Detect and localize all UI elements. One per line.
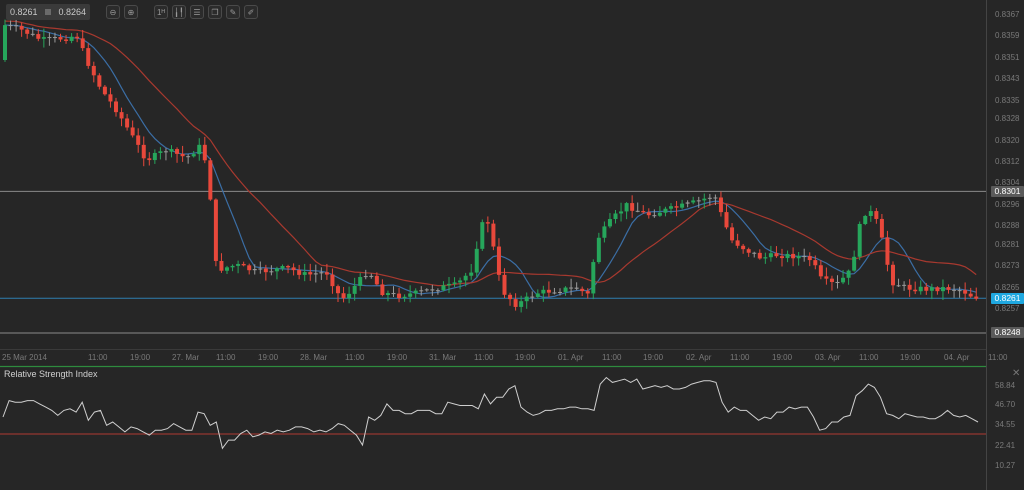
time-tick-label: 19:00 bbox=[643, 353, 664, 362]
chart-toolbar: 0.8261 0.8264 ⊖ ⊕ 1ᴴ ╽╿ ☰ ❐ ✎ ✐ bbox=[6, 4, 258, 20]
indicators-icon: ☰ bbox=[193, 7, 201, 17]
current-price-tag: 0.8261 bbox=[991, 293, 1024, 304]
time-tick-label: 01. Apr bbox=[558, 353, 584, 362]
time-tick-label: 19:00 bbox=[515, 353, 536, 362]
time-tick-label: 11:00 bbox=[602, 353, 622, 362]
draw-button[interactable]: ✐ bbox=[244, 5, 258, 19]
draw-icon: ✐ bbox=[247, 7, 255, 17]
price-tick-label: 0.8281 bbox=[995, 239, 1020, 249]
horizontal-lines[interactable] bbox=[0, 190, 986, 334]
edit-icon: ✎ bbox=[229, 7, 237, 17]
edit-button[interactable]: ✎ bbox=[226, 5, 240, 19]
rsi-tick-label: 22.41 bbox=[995, 441, 1016, 450]
indicators-button[interactable]: ☰ bbox=[190, 5, 204, 19]
ask-price: 0.8264 bbox=[58, 7, 86, 17]
moving-averages bbox=[4, 20, 977, 299]
time-tick-label: 11:00 bbox=[345, 353, 365, 362]
price-tick-label: 0.8343 bbox=[995, 74, 1020, 84]
time-tick-label: 19:00 bbox=[130, 353, 151, 362]
bid-price: 0.8261 bbox=[10, 7, 38, 17]
rsi-close-icon[interactable]: ✕ bbox=[1012, 368, 1021, 379]
frame bbox=[0, 0, 987, 490]
time-tick-label: 31. Mar bbox=[429, 353, 457, 362]
price-tick-label: 0.8351 bbox=[995, 52, 1020, 62]
time-tick-label: 04. Apr bbox=[944, 353, 970, 362]
price-tick-label: 0.8273 bbox=[995, 261, 1020, 271]
time-tick-label: 19:00 bbox=[258, 353, 279, 362]
rsi-tick-label: 34.55 bbox=[995, 420, 1016, 429]
price-tick-label: 0.8312 bbox=[995, 156, 1020, 166]
price-tick-label: 0.8335 bbox=[995, 95, 1020, 105]
candlesticks bbox=[3, 17, 979, 313]
zoom-in-icon: ⊕ bbox=[127, 7, 135, 17]
time-tick-label: 11:00 bbox=[88, 353, 108, 362]
rsi-tick-label: 46.70 bbox=[995, 400, 1016, 409]
zoom-out-icon: ⊖ bbox=[109, 7, 117, 17]
price-tick-label: 0.8320 bbox=[995, 135, 1020, 145]
time-tick-label: 11:00 bbox=[474, 353, 494, 362]
rsi-tick-label: 10.27 bbox=[995, 461, 1016, 470]
time-tick-label: 27. Mar bbox=[172, 353, 200, 362]
zoom-out-button[interactable]: ⊖ bbox=[106, 5, 120, 19]
time-tick-label: 19:00 bbox=[900, 353, 921, 362]
time-tick-label: 19:00 bbox=[772, 353, 793, 362]
rsi-tick-label: 58.84 bbox=[995, 381, 1016, 390]
time-tick-label: 19:00 bbox=[387, 353, 408, 362]
timeframe-button[interactable]: 1ᴴ bbox=[154, 5, 168, 19]
quote-separator bbox=[45, 9, 51, 15]
time-tick-label: 25 Mar 2014 bbox=[2, 353, 47, 362]
timeframe-icon: 1ᴴ bbox=[157, 7, 165, 17]
hline-price-tag-upper[interactable]: 0.8301 bbox=[991, 186, 1024, 197]
hline-price-tag-lower[interactable]: 0.8248 bbox=[991, 327, 1024, 338]
price-tick-label: 0.8296 bbox=[995, 199, 1020, 209]
rsi-panel bbox=[0, 376, 986, 450]
price-tick-label: 0.8328 bbox=[995, 114, 1020, 124]
time-tick-label: 11:00 bbox=[730, 353, 750, 362]
objects-icon: ❐ bbox=[211, 7, 219, 17]
time-tick-label: 02. Apr bbox=[686, 353, 712, 362]
price-tick-label: 0.8257 bbox=[995, 303, 1020, 313]
price-tick-label: 0.8288 bbox=[995, 221, 1020, 231]
chart-type-icon: ╽╿ bbox=[174, 7, 184, 17]
time-tick-label: 11:00 bbox=[216, 353, 236, 362]
zoom-in-button[interactable]: ⊕ bbox=[124, 5, 138, 19]
time-tick-label: 11:00 bbox=[859, 353, 879, 362]
price-tick-label: 0.8359 bbox=[995, 31, 1020, 41]
chart-type-button[interactable]: ╽╿ bbox=[172, 5, 186, 19]
time-tick-label: 11:00 bbox=[988, 353, 1008, 362]
objects-button[interactable]: ❐ bbox=[208, 5, 222, 19]
price-tick-label: 0.8304 bbox=[995, 178, 1020, 188]
rsi-title: Relative Strength Index bbox=[4, 369, 98, 379]
price-tick-label: 0.8265 bbox=[995, 282, 1020, 292]
time-tick-label: 28. Mar bbox=[300, 353, 328, 362]
time-tick-label: 03. Apr bbox=[815, 353, 841, 362]
quote-box[interactable]: 0.8261 0.8264 bbox=[6, 4, 90, 20]
price-tick-label: 0.8367 bbox=[995, 10, 1020, 19]
